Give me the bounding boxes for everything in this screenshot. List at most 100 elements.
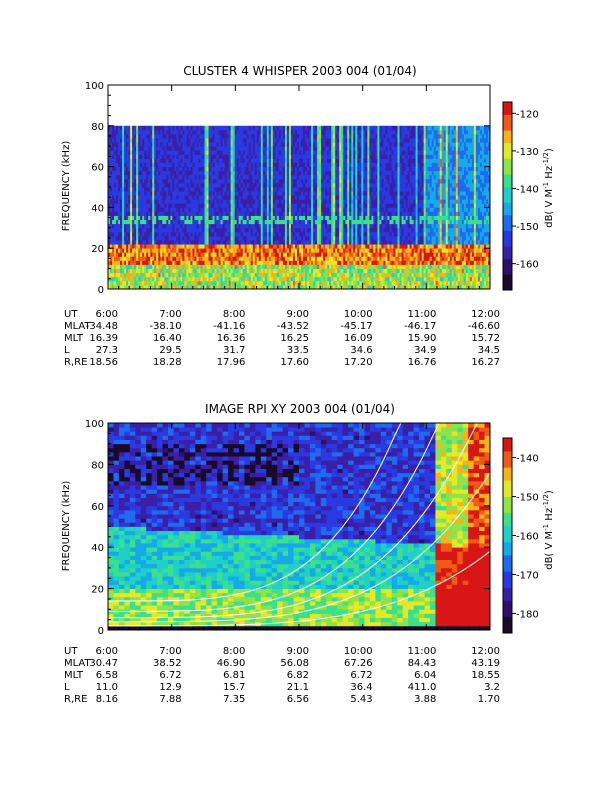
- spectrogram-cell: [114, 142, 117, 147]
- spectrogram-cell: [132, 223, 135, 229]
- spectrogram-cell: [118, 187, 121, 192]
- spectrogram-cell: [144, 256, 147, 261]
- spectrogram-cell: [158, 223, 161, 229]
- spectrogram-cell: [140, 133, 143, 139]
- spectrogram-cell: [192, 256, 195, 261]
- spectrogram-cell: [142, 146, 145, 151]
- spectrogram-cell: [184, 182, 187, 188]
- spectrogram-cell: [130, 142, 133, 147]
- spectrogram-cell: [110, 195, 113, 200]
- spectrogram-cell: [178, 182, 181, 188]
- spectrogram-cell: [116, 199, 119, 204]
- spectrogram-cell: [128, 227, 131, 233]
- spectrogram-cell: [170, 203, 173, 208]
- spectrogram-cell: [198, 256, 201, 261]
- spectrogram-cell: [184, 166, 187, 172]
- spectrogram-cell: [174, 240, 177, 245]
- spectrogram-cell: [188, 178, 191, 184]
- spectrogram-cell: [116, 227, 119, 233]
- spectrogram-cell: [166, 215, 169, 221]
- spectrogram-cell: [126, 154, 129, 159]
- spectrogram-cell: [186, 207, 189, 212]
- spectrogram-cell: [128, 138, 131, 143]
- spectrogram-cell: [184, 195, 187, 200]
- whisper-panel: CLUSTER 4 WHISPER 2003 004 (01/04) FREQU…: [61, 64, 555, 368]
- spectrogram-cell: [162, 248, 165, 253]
- spectrogram-cell: [124, 219, 127, 225]
- spectrogram-cell: [114, 280, 117, 286]
- spectrogram-cell: [132, 284, 135, 290]
- spectrogram-cell: [184, 284, 187, 290]
- spectrogram-cell: [182, 268, 185, 274]
- spectrogram-cell: [178, 276, 181, 282]
- spectrogram-cell: [146, 235, 149, 241]
- spectrogram-cell: [150, 284, 153, 290]
- spectrogram-cell: [164, 166, 167, 172]
- spectrogram-cell: [172, 260, 175, 265]
- spectrogram-cell: [168, 244, 171, 249]
- spectrogram-cell: [186, 272, 189, 278]
- spectrogram-cell: [190, 138, 193, 143]
- spectrogram-cell: [176, 227, 179, 233]
- spectrogram-cell: [178, 150, 181, 155]
- spectrogram-cell: [116, 240, 119, 245]
- spectrogram-cell: [110, 276, 113, 282]
- spectrogram-cell: [156, 252, 159, 257]
- spectrogram-cell: [192, 264, 195, 269]
- spectrogram-cell: [138, 182, 141, 188]
- spectrogram-cell: [172, 125, 175, 131]
- spectrogram-cell: [154, 203, 157, 208]
- spectrogram-cell: [180, 154, 183, 159]
- spectrogram-cell: [166, 187, 169, 192]
- spectrogram-cell: [132, 256, 135, 261]
- spectrogram-cell: [138, 244, 141, 249]
- spectrogram-cell: [162, 154, 165, 159]
- spectrogram-cell: [124, 240, 127, 245]
- spectrogram-cell: [112, 150, 115, 155]
- spectrogram-cell: [126, 268, 129, 274]
- spectrogram-cell: [146, 252, 149, 257]
- spectrogram-cell: [112, 133, 115, 139]
- spectrogram-cell: [180, 195, 183, 200]
- spectrogram-cell: [156, 211, 159, 216]
- spectrogram-cell: [190, 231, 193, 237]
- spectrogram-cell: [196, 260, 199, 265]
- spectrogram-cell: [120, 248, 123, 253]
- spectrogram-cell: [194, 195, 197, 200]
- spectrogram-cell: [136, 207, 139, 212]
- spectrogram-cell: [176, 215, 179, 221]
- spectrogram-cell: [132, 158, 135, 163]
- spectrogram-cell: [140, 142, 143, 147]
- spectrogram-cell: [134, 280, 137, 286]
- spectrogram-cell: [188, 215, 191, 221]
- spectrogram-cell: [146, 150, 149, 155]
- spectrogram-cell: [110, 268, 113, 274]
- spectrogram-cell: [118, 199, 121, 204]
- spectrogram-cell: [168, 264, 171, 269]
- spectrogram-cell: [118, 231, 121, 237]
- spectrogram-cell: [150, 264, 153, 269]
- spectrogram-cell: [198, 264, 201, 269]
- spectrogram-cell: [112, 264, 115, 269]
- spectrogram-cell: [146, 219, 149, 225]
- spectrogram-cell: [116, 150, 119, 155]
- spectrogram-cell: [110, 252, 113, 257]
- spectrogram-cell: [182, 248, 185, 253]
- spectrogram-cell: [164, 142, 167, 147]
- spectrogram-cell: [178, 166, 181, 172]
- spectrogram-cell: [142, 276, 145, 282]
- spectrogram-cell: [126, 260, 129, 265]
- spectrogram-cell: [174, 174, 177, 180]
- spectrogram-cell: [132, 146, 135, 151]
- spectrogram-cell: [186, 174, 189, 180]
- spectrogram-cell: [178, 235, 181, 241]
- spectrogram-cell: [116, 211, 119, 216]
- spectrogram-cell: [166, 244, 169, 249]
- spectrogram-cell: [164, 248, 167, 253]
- spectrogram-cell: [116, 195, 119, 200]
- spectrogram-cell: [176, 256, 179, 261]
- spectrogram-cell: [150, 166, 153, 172]
- spectrogram-cell: [118, 215, 121, 221]
- spectrogram-cell: [112, 240, 115, 245]
- spectrogram-cell: [124, 129, 127, 135]
